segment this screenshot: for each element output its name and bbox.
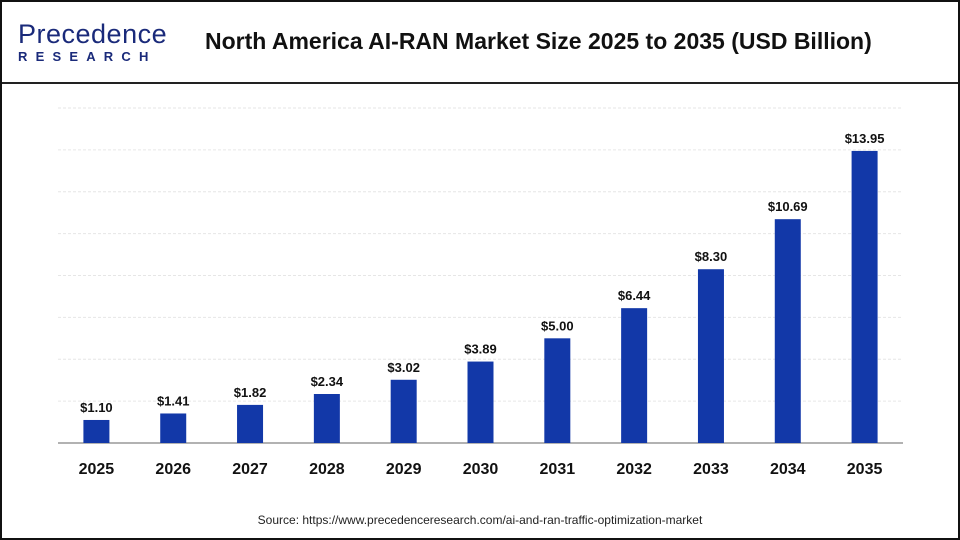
x-tick-label: 2035 (847, 461, 883, 478)
chart-title: North America AI-RAN Market Size 2025 to… (205, 28, 872, 54)
bar (697, 269, 724, 443)
x-tick-label: 2025 (79, 461, 115, 478)
data-label: $3.89 (464, 342, 497, 357)
bar (160, 413, 187, 443)
x-tick-label: 2027 (232, 461, 268, 478)
x-tick-label: 2029 (386, 461, 422, 478)
data-label: $1.82 (234, 385, 267, 400)
data-label: $1.41 (157, 393, 190, 408)
x-tick-label: 2031 (540, 461, 576, 478)
precedence-research-logo: Precedence RESEARCH (18, 20, 167, 64)
x-tick-label: 2032 (616, 461, 652, 478)
bar (467, 361, 494, 443)
bar (390, 379, 417, 443)
bar (621, 308, 648, 443)
data-label: $10.69 (768, 199, 808, 214)
logo-text-main: Precedence (18, 19, 168, 49)
data-label: $1.10 (80, 400, 113, 415)
bar (544, 338, 571, 443)
x-tick-label: 2028 (309, 461, 345, 478)
data-label: $13.95 (845, 131, 885, 146)
x-tick-label: 2033 (693, 461, 729, 478)
bar (851, 150, 878, 443)
data-label: $2.34 (311, 374, 344, 389)
logo-text-sub: RESEARCH (18, 49, 157, 64)
bar (774, 219, 801, 443)
bar (237, 404, 264, 443)
x-tick-label: 2034 (770, 461, 806, 478)
bar (83, 419, 110, 443)
header-divider (2, 82, 958, 84)
data-label: $6.44 (618, 288, 651, 303)
data-label: $3.02 (387, 360, 420, 375)
x-tick-label: 2030 (463, 461, 499, 478)
data-label: $8.30 (695, 249, 728, 264)
x-tick-label: 2026 (155, 461, 191, 478)
data-label: $5.00 (541, 318, 574, 333)
bar (313, 394, 340, 443)
source-text: Source: https://www.precedenceresearch.c… (257, 513, 703, 527)
